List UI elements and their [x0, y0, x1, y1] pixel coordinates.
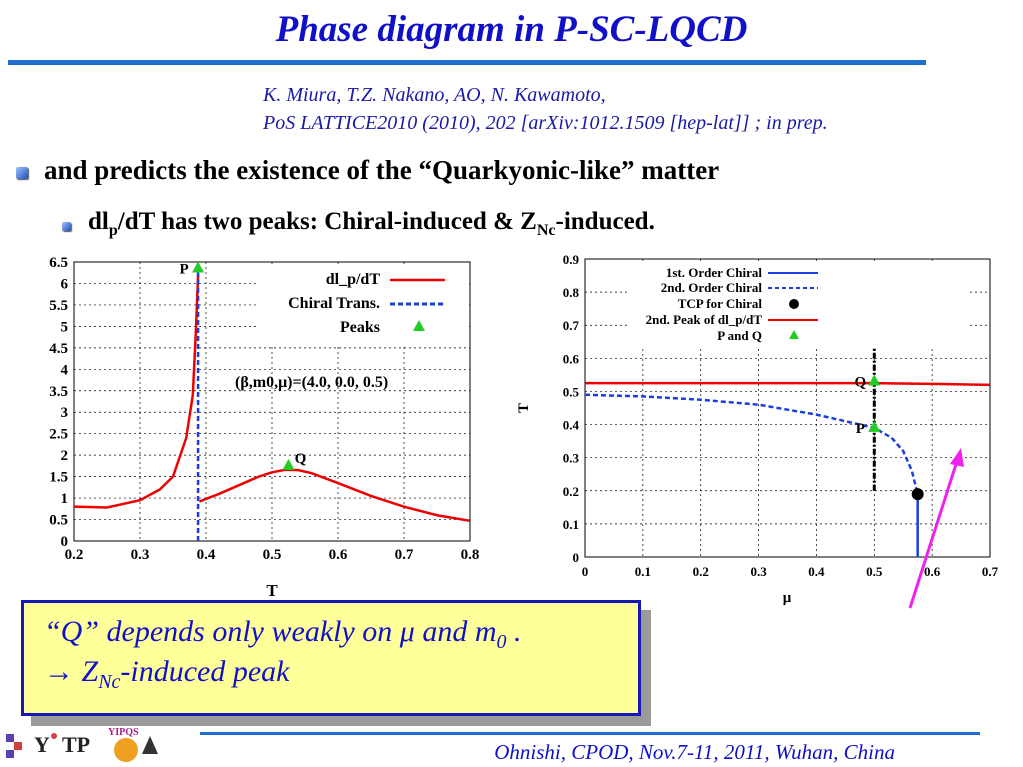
y-tick-label: 5.5 — [49, 298, 68, 314]
conclusion-box: “Q” depends only weakly on μ and m0 . → … — [21, 600, 641, 716]
reference-line-2: PoS LATTICE2010 (2010), 202 [arXiv:1012.… — [263, 112, 828, 134]
note-line-2: → ZNc-induced peak — [44, 655, 290, 693]
legend-label: Chiral Trans. — [288, 295, 380, 312]
x-tick-label: 0.8 — [461, 547, 480, 563]
y-tick-label: 2.5 — [49, 427, 68, 443]
y-tick-label: 0.6 — [563, 351, 580, 366]
x-tick-label: 0.2 — [693, 564, 709, 579]
tcp-marker-icon — [789, 299, 799, 309]
point-label: Q — [295, 451, 307, 467]
x-tick-label: 0.3 — [750, 564, 767, 579]
x-tick-label: 0.6 — [329, 547, 348, 563]
x-axis-label: μ — [783, 590, 792, 605]
legend: dl_p/dT Chiral Trans. Peaks — [259, 265, 467, 345]
legend-label: 2nd. Order Chiral — [661, 280, 763, 295]
legend-label: 2nd. Peak of dl_p/dT — [646, 312, 763, 327]
x-axis-label: T — [266, 581, 278, 600]
x-tick-label: 0.4 — [808, 564, 825, 579]
yitp-logo-icon: Y TP — [6, 732, 90, 758]
legend-label: TCP for Chiral — [678, 296, 763, 311]
slide-title: Phase diagram in P-SC-LQCD — [275, 9, 748, 50]
y-tick-label: 0.8 — [563, 285, 580, 300]
y-tick-label: 0.5 — [49, 513, 68, 529]
x-tick-label: 0.7 — [982, 564, 999, 579]
x-tick-label: 0.1 — [635, 564, 651, 579]
svg-text:Y: Y — [34, 732, 50, 757]
peak-point — [192, 261, 205, 273]
legend-label: 1st. Order Chiral — [666, 265, 763, 280]
tcp-point — [911, 488, 924, 501]
y-tick-label: 0.5 — [563, 384, 580, 399]
peak-point — [868, 420, 881, 432]
arrow-annotation — [908, 448, 964, 609]
legend-label: P and Q — [717, 328, 762, 343]
series-line — [198, 468, 471, 523]
footer-rule — [200, 732, 980, 735]
y-tick-label: 0.7 — [563, 318, 580, 333]
y-tick-label: 1.5 — [49, 470, 68, 486]
y-axis-label: T — [516, 403, 532, 413]
y-tick-label: 3 — [61, 405, 69, 421]
y-tick-label: 0 — [61, 534, 69, 550]
point-label: P — [856, 421, 865, 437]
legend: 1st. Order Chiral 2nd. Order Chiral TCP … — [630, 263, 970, 347]
y-tick-label: 0.4 — [563, 418, 580, 433]
y-tick-label: 4 — [61, 362, 69, 378]
series-line — [584, 393, 919, 495]
y-tick-label: 0.1 — [563, 517, 579, 532]
peak-point — [868, 374, 881, 386]
y-tick-label: 6 — [61, 276, 69, 292]
legend-label: Peaks — [340, 319, 380, 336]
point-label: P — [179, 261, 188, 277]
reference-line-1: K. Miura, T.Z. Nakano, AO, N. Kawamoto, — [263, 84, 606, 106]
y-tick-label: 0 — [573, 550, 580, 565]
peak-point — [282, 458, 295, 470]
dlp-dT-chart: P Q 0.2 0.3 0.4 0.5 0.6 0.7 0.8 0 0.5 1 1.5 2 2.5 3 3.5… — [49, 255, 480, 600]
x-tick-label: 0.4 — [197, 547, 216, 563]
arrow-head-icon — [950, 448, 964, 467]
series-line — [585, 381, 991, 387]
x-tick-label: 0.7 — [395, 547, 414, 563]
x-tick-label: 0 — [582, 564, 589, 579]
institute-logos: Y TP YIPQS — [6, 727, 158, 762]
x-tick-label: 0.5 — [263, 547, 282, 563]
y-tick-label: 1 — [61, 491, 69, 507]
yipqs-logo-icon: YIPQS — [108, 727, 158, 762]
legend-label: dl_p/dT — [326, 271, 381, 288]
y-tick-label: 0.9 — [563, 252, 580, 267]
bullet-1: and predicts the existence of the “Quark… — [44, 155, 720, 185]
x-tick-label: 0.5 — [866, 564, 883, 579]
bullet-icon — [16, 167, 28, 179]
y-tick-label: 0.2 — [563, 484, 579, 499]
y-tick-label: 0.3 — [563, 451, 580, 466]
title-rule — [8, 60, 926, 65]
bullet-2: dlp/dT has two peaks: Chiral-induced & Z… — [88, 208, 655, 239]
y-tick-label: 3.5 — [49, 384, 68, 400]
svg-text:TP: TP — [62, 732, 90, 757]
x-tick-label: 0.3 — [131, 547, 150, 563]
x-tick-label: 0.2 — [65, 547, 84, 563]
y-tick-label: 4.5 — [49, 341, 68, 357]
peak-marker-icon — [413, 320, 425, 331]
series-line — [73, 274, 200, 509]
params-annotation: (β,m0,μ)=(4.0, 0.0, 0.5) — [235, 374, 388, 391]
sub-bullet-icon — [62, 222, 71, 231]
y-tick-label: 6.5 — [49, 255, 68, 271]
x-tick-label: 0.6 — [924, 564, 941, 579]
peak-marker-icon — [789, 330, 799, 339]
y-tick-label: 2 — [61, 448, 69, 464]
footer-text: Ohnishi, CPOD, Nov.7-11, 2011, Wuhan, Ch… — [494, 740, 895, 764]
svg-text:YIPQS: YIPQS — [108, 727, 139, 738]
point-label: Q — [854, 375, 866, 391]
note-line-1: “Q” depends only weakly on μ and m0 . — [44, 615, 522, 653]
phase-diagram-chart: Q P 0 0.1 0.2 0.3 0.4 0.5 0.6 0.7 0 0.1 0.2 0.3 0.4 0.… — [516, 252, 999, 605]
y-tick-label: 5 — [61, 319, 69, 335]
